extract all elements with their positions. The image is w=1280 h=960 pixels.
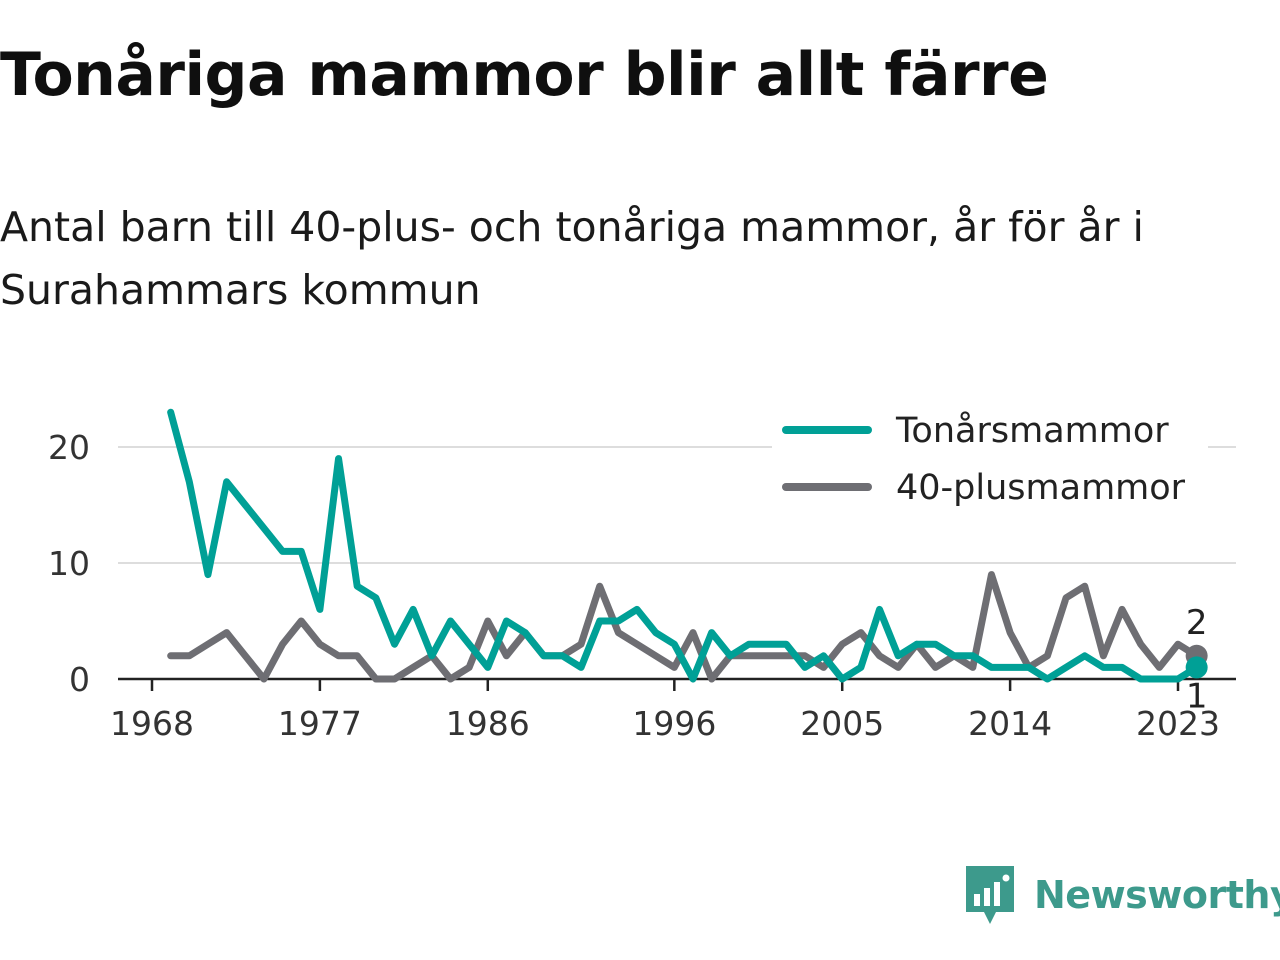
x-tick-label: 1986 bbox=[446, 704, 530, 743]
x-tick-label: 1996 bbox=[632, 704, 716, 743]
x-axis: 1968 1977 1986 1996 2005 2014 2023 bbox=[110, 677, 1236, 743]
end-value-label: 2 bbox=[1186, 603, 1208, 643]
end-point-marker bbox=[1185, 656, 1208, 679]
end-markers: 21 bbox=[1185, 603, 1208, 716]
legend: Tonårsmammor 40-plusmammor bbox=[772, 402, 1208, 520]
brand-name: Newsworthy bbox=[1034, 873, 1280, 917]
y-tick-label: 20 bbox=[48, 428, 90, 467]
newsworthy-logo-icon bbox=[966, 866, 1014, 924]
x-tick-label: 2023 bbox=[1136, 704, 1220, 743]
series-line-tonarsmammor bbox=[167, 408, 1201, 683]
series-lines bbox=[167, 408, 1201, 683]
chart-subtitle: Antal barn till 40-plus- och tonåriga ma… bbox=[0, 203, 1144, 314]
y-tick-label: 10 bbox=[48, 544, 90, 583]
x-tick-label: 1977 bbox=[278, 704, 362, 743]
legend-background bbox=[772, 402, 1208, 520]
y-tick-label: 0 bbox=[69, 660, 90, 699]
y-axis: 0 10 20 bbox=[48, 428, 90, 699]
end-value-label: 1 bbox=[1186, 676, 1208, 716]
x-tick-label: 2005 bbox=[800, 704, 884, 743]
x-tick-label: 2014 bbox=[968, 704, 1052, 743]
brand-logo: Newsworthy bbox=[964, 864, 1280, 926]
chart-title: Tonåriga mammor blir allt färre bbox=[0, 40, 1049, 110]
legend-label: 40-plusmammor bbox=[896, 468, 1186, 508]
series-line-40-plusmammor bbox=[167, 571, 1201, 683]
x-tick-label: 1968 bbox=[110, 704, 194, 743]
legend-label: Tonårsmammor bbox=[895, 410, 1169, 451]
